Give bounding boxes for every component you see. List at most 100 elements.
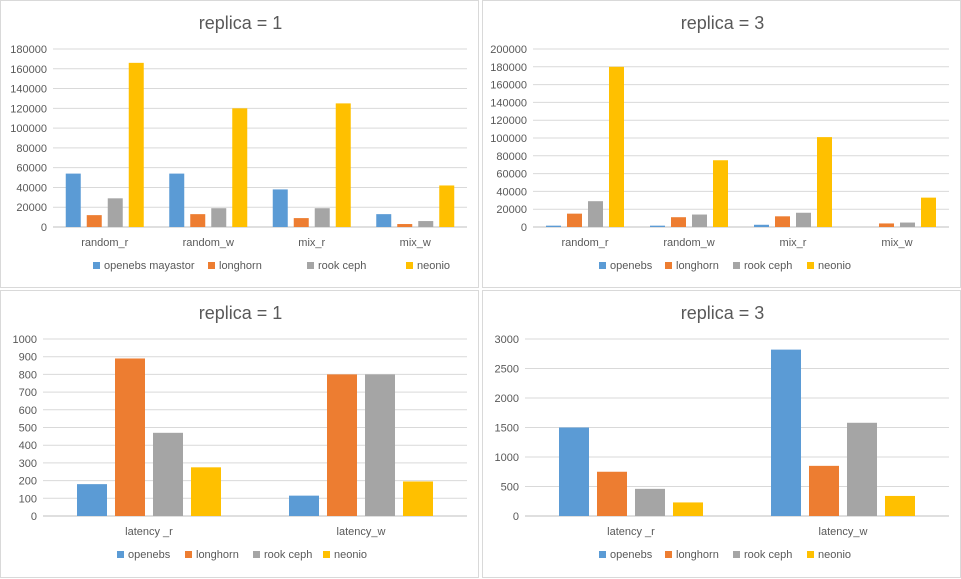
y-tick-label: 40000: [16, 182, 47, 194]
bar-neonio-random_w: [232, 108, 248, 227]
bar-rook-ceph-random_w: [211, 208, 227, 227]
bar-neonio-latency-_r: [191, 467, 221, 516]
bar-openebs-random_r: [546, 225, 561, 227]
bar-rook-ceph-latency-_r: [153, 432, 183, 516]
bar-openebs-latency-_r: [559, 427, 589, 516]
chart-panel-iops-replica-3: replica = 3 0 20000 40000 60000 80000 100000 12…: [482, 0, 961, 288]
legend-label: openebs: [128, 549, 171, 561]
y-tick-label: 120000: [10, 103, 47, 115]
y-tick-label: 2000: [495, 393, 519, 405]
y-tick-label: 900: [19, 352, 37, 364]
bar-rook-ceph-latency_w: [847, 422, 877, 516]
x-category-label: random_r: [561, 237, 608, 249]
y-tick-label: 100000: [490, 133, 527, 145]
y-tick-label: 700: [19, 387, 37, 399]
y-tick-label: 1000: [495, 452, 519, 464]
y-tick-label: 0: [41, 222, 47, 234]
legend-label: openebs: [610, 260, 653, 272]
x-category-label: random_w: [663, 237, 714, 249]
bar-longhorn-random_r: [86, 215, 102, 227]
legend-swatch: [93, 262, 100, 269]
y-tick-label: 500: [501, 482, 519, 494]
bar-longhorn-mix_w: [397, 224, 413, 227]
y-tick-label: 20000: [16, 202, 47, 214]
legend-swatch: [323, 551, 330, 558]
x-category-label: random_r: [81, 237, 128, 249]
legend-swatch: [599, 551, 606, 558]
chart-panel-iops-replica-1: replica = 1 0 20000 40000 60000 80000 100000 12…: [0, 0, 479, 288]
bar-rook-ceph-mix_r: [314, 208, 330, 227]
legend-label: longhorn: [196, 549, 239, 561]
legend-swatch: [406, 262, 413, 269]
legend-swatch: [665, 551, 672, 558]
chart-title: replica = 1: [199, 13, 283, 33]
x-category-label: latency _r: [607, 526, 655, 538]
bar-rook-ceph-mix_w: [418, 221, 434, 227]
y-tick-label: 140000: [10, 84, 47, 96]
legend-label: neonio: [417, 260, 450, 272]
legend-label: neonio: [818, 260, 851, 272]
y-tick-label: 40000: [496, 186, 527, 198]
y-tick-label: 0: [521, 222, 527, 234]
y-tick-label: 0: [513, 511, 519, 523]
y-tick-label: 500: [19, 423, 37, 435]
bar-neonio-latency_w: [403, 481, 433, 516]
bar-longhorn-random_w: [190, 214, 206, 227]
bar-openebs-latency_w: [289, 495, 319, 516]
legend-swatch: [807, 551, 814, 558]
y-tick-label: 160000: [490, 80, 527, 92]
chart-title: replica = 1: [199, 303, 283, 323]
legend-label: openebs mayastor: [104, 260, 195, 272]
y-tick-label: 400: [19, 440, 37, 452]
x-category-label: mix_r: [780, 237, 807, 249]
legend-label: neonio: [334, 549, 367, 561]
x-category-label: latency _r: [125, 526, 173, 538]
chart-svg: replica = 1 0 100 200 300 400 500 600 700 800 900 1…: [13, 303, 467, 561]
legend-swatch: [185, 551, 192, 558]
bar-openebs-mayastor-mix_w: [376, 214, 392, 227]
y-tick-label: 2500: [495, 364, 519, 376]
x-category-label: mix_w: [881, 237, 912, 249]
legend-swatch: [599, 262, 606, 269]
y-tick-label: 60000: [16, 163, 47, 175]
chart-svg: replica = 1 0 20000 40000 60000 80000 100000 12…: [10, 13, 467, 272]
legend-swatch: [807, 262, 814, 269]
chart-title: replica = 3: [681, 13, 765, 33]
y-tick-label: 100: [19, 493, 37, 505]
bar-openebs-random_w: [650, 225, 665, 227]
bar-longhorn-latency_w: [327, 374, 357, 516]
x-category-label: latency_w: [819, 526, 868, 538]
bar-rook-ceph-latency_w: [365, 374, 395, 516]
bar-rook-ceph-random_w: [692, 214, 707, 227]
y-tick-label: 140000: [490, 97, 527, 109]
legend-label: rook ceph: [744, 260, 792, 272]
y-tick-label: 100000: [10, 123, 47, 135]
y-tick-label: 200000: [490, 44, 527, 56]
bar-neonio-latency_w: [885, 495, 915, 516]
chart-svg: replica = 3 0 20000 40000 60000 80000 100000 12…: [490, 13, 949, 272]
bar-openebs-latency_w: [771, 349, 801, 516]
y-tick-label: 80000: [16, 143, 47, 155]
bar-neonio-mix_r: [817, 137, 832, 227]
y-tick-label: 120000: [490, 115, 527, 127]
y-tick-label: 0: [31, 511, 37, 523]
legend-label: longhorn: [219, 260, 262, 272]
x-category-label: mix_r: [298, 237, 325, 249]
bar-rook-ceph-latency-_r: [635, 488, 665, 516]
bar-longhorn-mix_r: [775, 216, 790, 227]
x-category-label: random_w: [183, 237, 234, 249]
bar-neonio-mix_r: [335, 103, 351, 227]
legend-label: openebs: [610, 549, 653, 561]
bar-openebs-mix_r: [754, 224, 769, 227]
chart-title: replica = 3: [681, 303, 765, 323]
legend-swatch: [117, 551, 124, 558]
bar-openebs-mayastor-mix_r: [272, 189, 288, 227]
y-tick-label: 180000: [10, 44, 47, 56]
chart-panel-latency-replica-1: replica = 1 0 100 200 300 400 500 600 700 800 900 1…: [0, 290, 479, 578]
y-tick-label: 600: [19, 405, 37, 417]
bar-rook-ceph-mix_w: [900, 222, 915, 227]
legend-swatch: [307, 262, 314, 269]
legend-swatch: [733, 262, 740, 269]
bar-openebs-mayastor-random_w: [169, 173, 185, 227]
bar-rook-ceph-mix_r: [796, 212, 811, 227]
